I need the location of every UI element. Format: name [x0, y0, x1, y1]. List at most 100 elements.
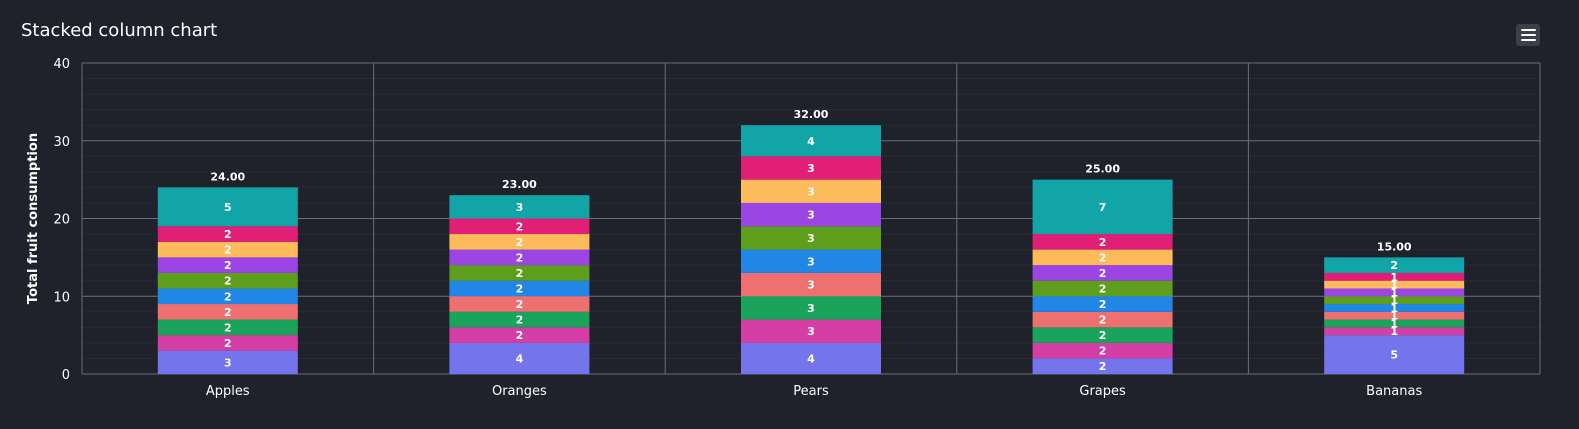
bar-segment[interactable]: [1032, 280, 1173, 297]
bar-segment[interactable]: [157, 319, 298, 336]
bar-segment[interactable]: [1032, 234, 1173, 250]
bar-segment-label: 2: [516, 267, 524, 280]
bar-segment[interactable]: [157, 350, 298, 374]
bar-segment[interactable]: [157, 226, 298, 242]
bar-segment[interactable]: [1032, 327, 1173, 343]
bar-segment[interactable]: [449, 342, 590, 374]
bar-segment[interactable]: [157, 304, 298, 320]
bar-segment-label: 2: [1099, 236, 1107, 249]
bar-segment[interactable]: [741, 226, 881, 250]
bar-segment-label: 2: [516, 314, 524, 327]
bar-segment[interactable]: [157, 288, 298, 305]
bar-segment[interactable]: [157, 241, 298, 258]
y-tick-label: 20: [53, 213, 70, 228]
bar-segment[interactable]: [449, 218, 590, 235]
y-tick-label: 0: [62, 368, 70, 383]
bar-segment[interactable]: [1032, 311, 1173, 328]
bar-segment[interactable]: [1324, 280, 1465, 289]
bar-segment[interactable]: [1324, 257, 1465, 273]
bar-segment-label: 2: [224, 259, 232, 272]
bar-segment[interactable]: [449, 296, 590, 312]
bar-segment[interactable]: [449, 265, 590, 281]
menu-line: [1520, 39, 1536, 41]
bar-segment-label: 1: [1390, 317, 1398, 330]
bar-segment[interactable]: [741, 319, 881, 343]
bar-segment[interactable]: [741, 156, 881, 180]
y-tick-label: 40: [53, 57, 70, 72]
bar-segment-label: 2: [516, 236, 524, 249]
bar-segment-label: 3: [807, 162, 815, 175]
bar-segment[interactable]: [741, 296, 881, 320]
bar-segment-label: 2: [224, 244, 232, 257]
bar-segment-label: 1: [1390, 271, 1398, 284]
bar-segment[interactable]: [449, 311, 590, 328]
bar-segment-label: 7: [1099, 201, 1107, 214]
bar-segment[interactable]: [449, 249, 590, 266]
menu-line: [1520, 34, 1536, 36]
menu-line: [1520, 29, 1536, 31]
bar-segment[interactable]: [1032, 296, 1173, 312]
bar-segment-label: 3: [807, 255, 815, 268]
bar-segment-label: 1: [1390, 279, 1398, 292]
bar-segment[interactable]: [1032, 358, 1173, 374]
bar-segment[interactable]: [1324, 311, 1465, 320]
bar-segment-label: 3: [224, 356, 232, 369]
bar-segment[interactable]: [449, 280, 590, 297]
bar-segment[interactable]: [741, 272, 881, 297]
bar-segment[interactable]: [1324, 272, 1465, 281]
bar-segment[interactable]: [449, 195, 590, 219]
bar-segment-label: 2: [224, 306, 232, 319]
bar-segment-label: 2: [516, 251, 524, 264]
bar-segment[interactable]: [741, 125, 881, 157]
x-tick-label: Grapes: [1079, 384, 1126, 399]
x-tick-label: Oranges: [492, 384, 547, 399]
bar-segment[interactable]: [741, 249, 881, 273]
bar-segment[interactable]: [1032, 342, 1173, 359]
bar-segment-label: 2: [516, 329, 524, 342]
bar-segment-label: 3: [807, 302, 815, 315]
bar-total-label: 25.00: [1085, 163, 1120, 176]
bar-segment[interactable]: [1324, 335, 1465, 374]
bar-total-label: 24.00: [210, 170, 245, 183]
bar-segment-label: 2: [516, 282, 524, 295]
bar-segment-label: 5: [1390, 349, 1398, 362]
bar-segment[interactable]: [449, 234, 590, 250]
bar-segment[interactable]: [1032, 249, 1173, 266]
bar-segment[interactable]: [1324, 288, 1465, 297]
bar-segment[interactable]: [449, 327, 590, 343]
bar-segment-label: 3: [807, 279, 815, 292]
bar-segment[interactable]: [741, 179, 881, 203]
bar-segment[interactable]: [157, 187, 298, 227]
bar-segment[interactable]: [1324, 296, 1465, 305]
bar-segment[interactable]: [1032, 179, 1173, 235]
bar-segment[interactable]: [157, 272, 298, 289]
bar-segment-label: 3: [807, 325, 815, 338]
bar-segment[interactable]: [1324, 319, 1465, 328]
bar-total-label: 15.00: [1377, 240, 1412, 253]
y-tick-label: 30: [53, 135, 70, 150]
hamburger-menu-icon[interactable]: [1516, 24, 1540, 46]
bar-segment[interactable]: [741, 342, 881, 374]
bar-total-label: 32.00: [794, 108, 829, 121]
bar-segment-label: 2: [516, 298, 524, 311]
bar-segment-label: 4: [807, 352, 815, 365]
bar-segment-label: 3: [516, 201, 524, 214]
bar-segment-label: 1: [1390, 325, 1398, 338]
bar-segment-label: 2: [516, 220, 524, 233]
bar-segment-label: 2: [224, 290, 232, 303]
bar-segment[interactable]: [1324, 327, 1465, 336]
bar-segment[interactable]: [157, 257, 298, 273]
bar-segment[interactable]: [1032, 265, 1173, 281]
bar-segment-label: 3: [807, 209, 815, 222]
y-axis-label: Total fruit consumption: [26, 133, 41, 304]
bar-segment-label: 1: [1390, 310, 1398, 323]
bar-segment[interactable]: [157, 335, 298, 351]
bar-segment-label: 3: [807, 185, 815, 198]
bar-segment[interactable]: [1324, 304, 1465, 312]
bar-segment[interactable]: [741, 202, 881, 227]
y-tick-label: 10: [53, 290, 70, 305]
bar-segment-label: 5: [224, 201, 232, 214]
x-tick-label: Pears: [793, 384, 829, 399]
